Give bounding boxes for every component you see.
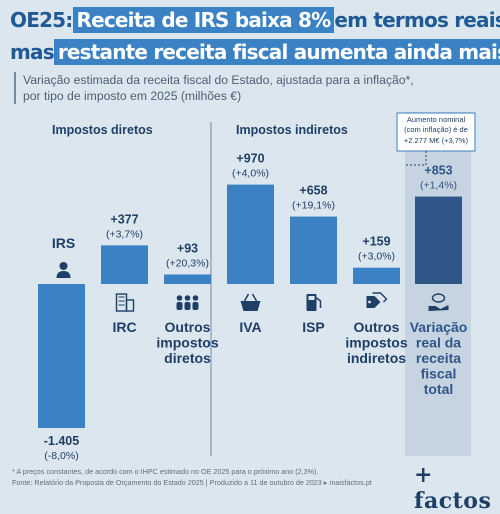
- tags-icon: [366, 292, 388, 308]
- footnote: * A preços constantes, de acordo com o I…: [12, 466, 402, 488]
- chart-subtitle: Variação estimada da receita fiscal do E…: [14, 72, 500, 104]
- category-label-6-line-2: impostos: [345, 335, 407, 351]
- people-icon: [176, 295, 199, 310]
- value-label-7: +853: [424, 164, 452, 178]
- basket-handle: [243, 293, 258, 302]
- bar-6: [353, 267, 400, 284]
- bar-7: [415, 196, 462, 284]
- value-label-1: -1.405: [44, 434, 79, 448]
- value-label-2: +377: [110, 212, 138, 226]
- money-coin: [431, 293, 446, 303]
- pct-label-3: (+20,3%): [166, 257, 209, 269]
- tax-revenue-chart: Impostos diretos Impostos indiretos Aument…: [38, 112, 476, 462]
- money-hand: [428, 305, 449, 311]
- headline: OE25: Receita de IRS baixa 8% em termos …: [10, 5, 500, 69]
- pump-hose: [316, 297, 322, 308]
- category-label-4-line-1: IVA: [239, 319, 261, 335]
- value-label-5: +658: [299, 184, 327, 198]
- category-label-2-line-1: IRC: [112, 319, 136, 335]
- pct-label-2: (+3,7%): [106, 228, 143, 240]
- headline-highlight-irs: Receita de IRS baixa 8%: [72, 7, 335, 33]
- headline-mas: mas: [10, 40, 55, 64]
- value-label-4: +970: [236, 152, 264, 166]
- fuel-pump-icon: [306, 294, 322, 311]
- person-head: [59, 262, 68, 270]
- pct-label-1: (-8,0%): [44, 450, 78, 462]
- category-label-7-line-5: total: [424, 381, 454, 397]
- bar-3: [164, 274, 211, 284]
- callout-line-2: (com inflação) é de: [404, 125, 468, 134]
- people-body: [192, 302, 199, 310]
- headline-line-1: OE25: Receita de IRS baixa 8% em termos …: [10, 5, 500, 35]
- footnote-source: Fonte: Relatório da Proposta de Orçament…: [12, 478, 372, 487]
- category-label-3-line-1: Outros: [165, 319, 211, 335]
- building-annex: [125, 299, 135, 312]
- tag-hole: [368, 300, 371, 304]
- subtitle-line-1: Variação estimada da receita fiscal do E…: [23, 73, 414, 87]
- bar-2: [101, 245, 148, 284]
- category-label-7-line-4: fiscal: [421, 366, 457, 382]
- callout-line-3: +2.277 M€ (+3,7%): [404, 136, 469, 145]
- category-label-3-line-3: diretos: [164, 350, 211, 366]
- footnote-note: * A preços constantes, de acordo com o I…: [12, 467, 319, 476]
- section-header-indirect: Impostos indiretos: [236, 123, 348, 137]
- category-label-6-line-3: indiretos: [347, 350, 406, 366]
- headline-highlight-rest: restante receita fiscal aumenta ainda ma…: [53, 39, 500, 65]
- factos-logo: + factos: [414, 462, 492, 514]
- headline-suffix: em termos reais: [334, 8, 500, 32]
- pct-label-4: (+4,0%): [232, 168, 269, 180]
- money-hand-icon: [428, 293, 449, 311]
- category-label-7-line-3: receita: [416, 350, 461, 366]
- category-label-5-line-1: ISP: [302, 319, 325, 335]
- bar-5: [290, 216, 337, 284]
- pct-label-6: (+3,0%): [358, 251, 395, 263]
- callout-line-1: Aumento nominal: [407, 115, 466, 124]
- category-label-6-line-1: Outros: [354, 319, 400, 335]
- headline-prefix: OE25:: [10, 8, 73, 32]
- section-header-direct: Impostos diretos: [52, 123, 153, 137]
- category-label-1: IRS: [52, 235, 75, 251]
- basket-body: [240, 301, 261, 311]
- building-icon: [115, 293, 135, 312]
- category-label-7-line-2: real da: [416, 335, 461, 351]
- people-body: [184, 302, 191, 310]
- value-label-6: +159: [362, 235, 390, 249]
- category-label-7-line-1: Variação: [410, 319, 468, 335]
- tag-back: [372, 292, 388, 303]
- people-head: [176, 295, 183, 301]
- person-icon: [56, 262, 71, 278]
- people-head: [184, 295, 191, 301]
- headline-line-2: mas restante receita fiscal aumenta aind…: [10, 37, 500, 67]
- tag-front: [366, 296, 381, 308]
- bar-1: [38, 284, 85, 429]
- pct-label-5: (+19,1%): [292, 200, 335, 212]
- subtitle-line-2: por tipo de imposto em 2025 (milhões €): [23, 89, 242, 103]
- value-label-3: +93: [177, 241, 198, 255]
- callout-box: [396, 112, 476, 152]
- people-body: [176, 302, 183, 310]
- shopping-basket-icon: [240, 293, 261, 311]
- people-head: [192, 295, 199, 301]
- category-label-3-line-2: impostos: [156, 335, 218, 351]
- person-body: [56, 271, 71, 278]
- bar-4: [227, 184, 274, 284]
- pct-label-7: (+1,4%): [420, 180, 457, 192]
- callout-connector: [404, 151, 427, 166]
- pump-window: [308, 296, 315, 300]
